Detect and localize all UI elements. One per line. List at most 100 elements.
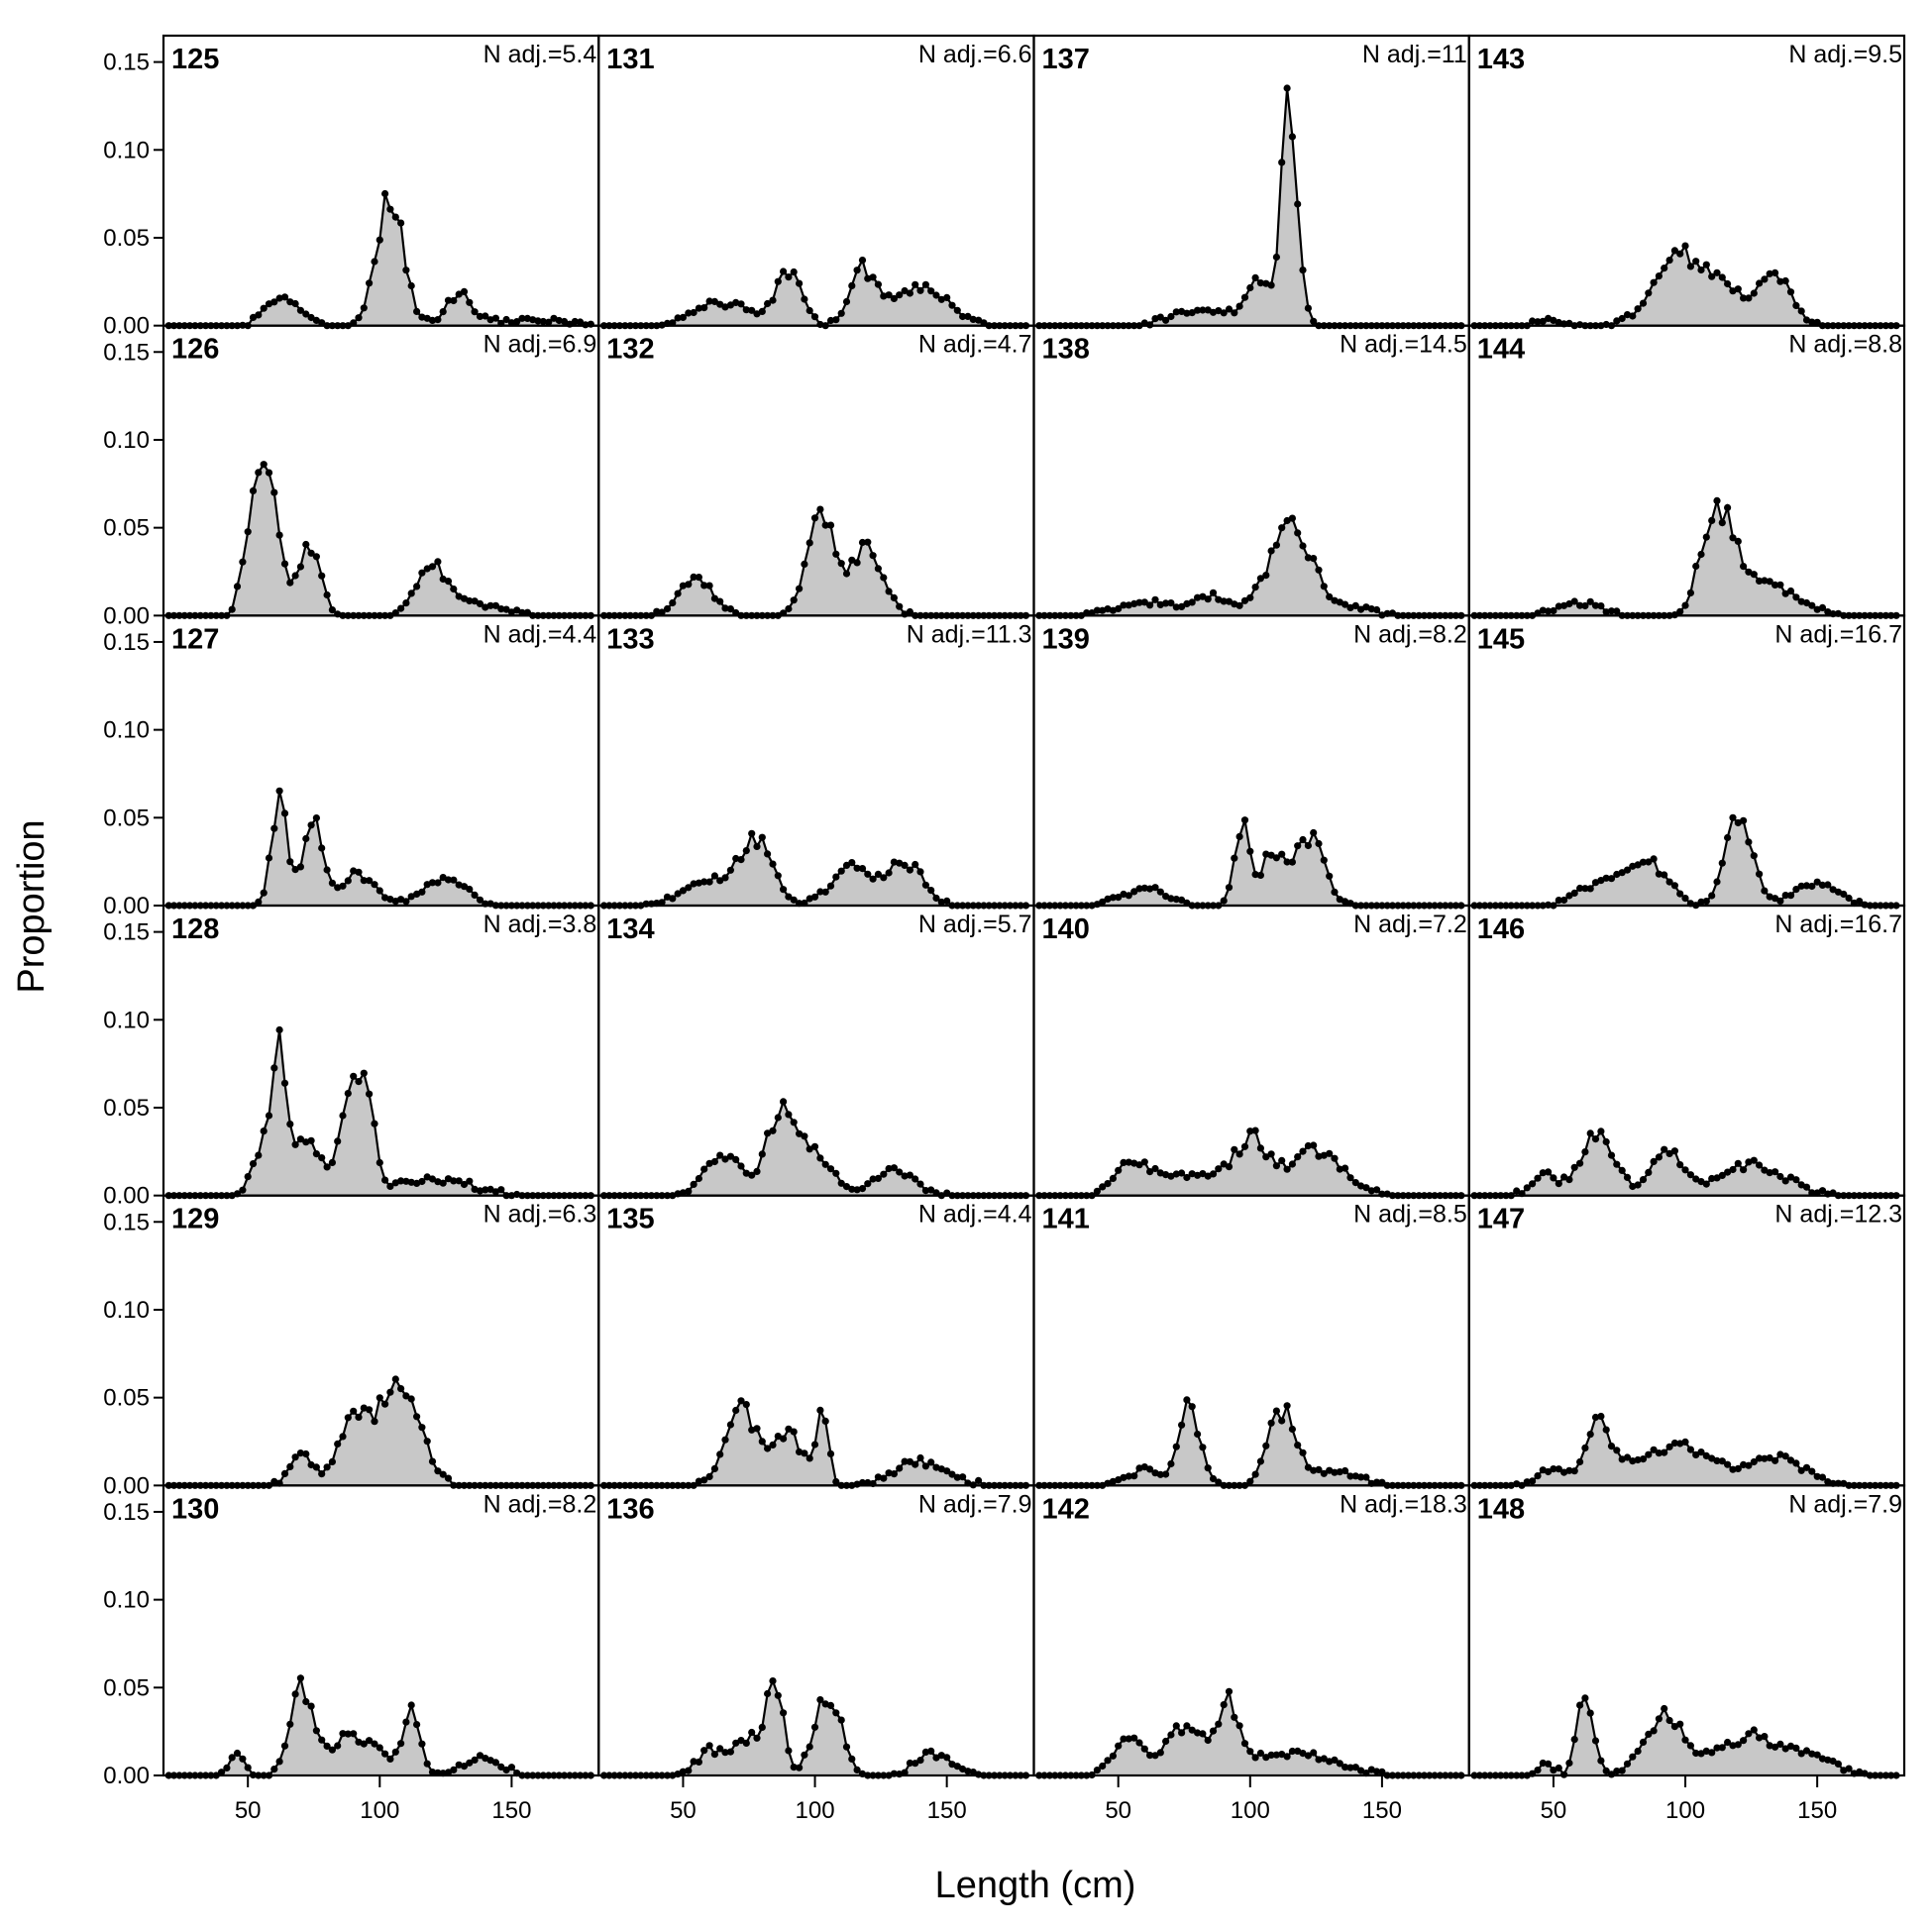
data-point	[1786, 1742, 1795, 1750]
panel-label: 131	[606, 44, 654, 75]
data-point	[312, 1463, 320, 1471]
data-point	[742, 306, 750, 314]
data-point	[1829, 1757, 1837, 1766]
data-point	[674, 890, 682, 898]
data-point	[1283, 1165, 1291, 1173]
data-point	[710, 297, 719, 305]
data-point	[1104, 605, 1112, 613]
data-point	[318, 1470, 326, 1478]
data-point	[1786, 892, 1795, 900]
data-point	[816, 1154, 824, 1162]
data-point	[921, 280, 930, 288]
data-point	[1597, 1127, 1605, 1135]
data-point	[450, 1177, 458, 1185]
data-point	[853, 864, 861, 872]
n-adj-label: N adj.=9.5	[1788, 41, 1902, 68]
data-point	[1115, 1742, 1123, 1750]
data-point	[355, 1078, 363, 1086]
data-point	[1761, 1733, 1769, 1741]
data-point	[700, 1165, 708, 1173]
data-point	[402, 599, 410, 607]
data-point	[1267, 1150, 1275, 1158]
data-point	[376, 236, 383, 244]
data-point	[1256, 1749, 1264, 1758]
data-point	[890, 1470, 899, 1478]
data-point	[1602, 1137, 1610, 1146]
data-point	[1267, 547, 1275, 555]
data-point	[1120, 601, 1127, 609]
density-area	[603, 1400, 1026, 1486]
data-point	[679, 1768, 688, 1775]
data-point	[1697, 1449, 1705, 1456]
data-point	[1581, 601, 1589, 610]
data-point	[1346, 1472, 1354, 1480]
data-point	[801, 560, 808, 569]
data-point	[906, 1759, 914, 1768]
data-point	[402, 898, 410, 906]
data-point	[1655, 870, 1663, 878]
data-point	[916, 286, 924, 294]
data-point	[869, 1175, 877, 1183]
data-point	[397, 219, 405, 227]
data-point	[1681, 242, 1689, 250]
data-point	[721, 1749, 729, 1757]
data-point	[1251, 1470, 1259, 1478]
panel-144: 144 N adj.=8.8	[1467, 324, 1906, 619]
data-point	[1792, 1459, 1800, 1467]
data-point	[1781, 1177, 1789, 1185]
data-point	[428, 1769, 437, 1776]
data-point	[832, 1477, 840, 1486]
density-area	[168, 1677, 591, 1775]
data-point	[1299, 1750, 1307, 1758]
data-point	[785, 1747, 793, 1755]
data-point	[270, 488, 278, 496]
data-point	[1373, 605, 1381, 614]
data-point	[710, 1464, 719, 1472]
data-point	[821, 888, 829, 896]
data-point	[1555, 602, 1562, 610]
density-area	[168, 464, 591, 616]
data-point	[286, 858, 294, 866]
data-point	[1188, 309, 1196, 317]
data-point	[1272, 854, 1280, 862]
panel-label: 133	[606, 623, 654, 655]
data-point	[371, 1120, 378, 1127]
y-tick-label: 0.15	[103, 629, 150, 656]
data-point	[1550, 1767, 1557, 1774]
data-point	[1570, 1736, 1578, 1744]
data-point	[296, 1135, 304, 1143]
data-point	[1178, 896, 1186, 905]
panel-label: 148	[1477, 1493, 1525, 1525]
data-point	[270, 824, 278, 832]
data-point	[328, 879, 336, 887]
data-point	[932, 894, 940, 903]
data-point	[1570, 1467, 1578, 1475]
x-tick-label: 100	[360, 1797, 399, 1824]
data-point	[927, 287, 935, 295]
axes: 0.000.050.100.150.000.050.100.150.000.05…	[103, 50, 1837, 1824]
data-point	[906, 607, 914, 616]
y-tick-label: 0.05	[103, 1385, 150, 1412]
data-point	[880, 1170, 888, 1178]
n-adj-label: N adj.=5.4	[483, 41, 597, 68]
data-point	[450, 296, 458, 305]
data-point	[1581, 885, 1589, 893]
data-point	[1734, 1159, 1742, 1167]
data-point	[545, 318, 553, 326]
data-point	[1220, 597, 1228, 605]
panel-135: 135 N adj.=4.4	[597, 1194, 1035, 1489]
data-point	[1251, 273, 1259, 281]
data-point	[1256, 279, 1264, 287]
data-point	[796, 1764, 804, 1771]
data-point	[1235, 1150, 1243, 1158]
data-point	[534, 317, 542, 325]
data-point	[270, 1766, 278, 1773]
data-point	[1545, 1467, 1553, 1476]
data-point	[927, 1186, 935, 1194]
panel-136: 136 N adj.=7.9	[597, 1484, 1035, 1779]
data-point	[1125, 892, 1132, 900]
data-point	[1315, 1465, 1323, 1473]
data-point	[780, 886, 788, 894]
data-point	[1634, 1455, 1642, 1464]
data-point	[1650, 278, 1658, 286]
